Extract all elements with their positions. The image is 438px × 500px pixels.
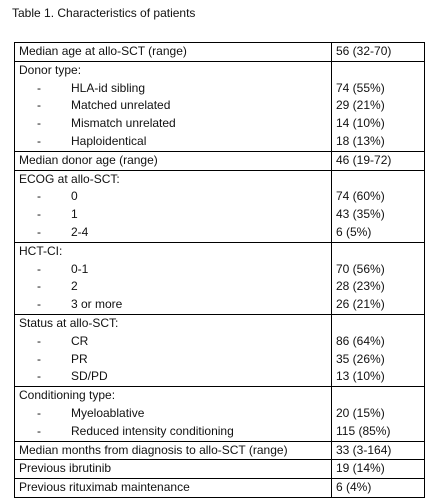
table-row: Median donor age (range) 46 (19-72) [15,152,424,170]
row-label: Conditioning type: [19,388,116,403]
table-row: - HLA-id sibling 74 (55%) [15,80,424,98]
row-value: 20 (15%) [336,405,385,420]
row-label: PR [71,351,88,366]
row-value: 86 (64%) [336,333,385,348]
row-label: Matched unrelated [71,98,171,113]
table-row: - SD/PD 13 (10%) [15,368,424,386]
row-label: Donor type: [19,62,82,77]
table-group: HCT-CI: - 0-1 70 (56%) - 2 28 (23%) - 3 or more 2… [14,242,425,315]
row-value: 19 (14%) [336,461,385,476]
row-label: Mismatch unrelated [71,116,176,131]
table-group: Status at allo-SCT: - CR 86 (64%) - PR 35 (26%… [14,314,425,388]
row-value: 70 (56%) [336,261,385,276]
bullet: - [37,133,41,148]
row-label: HCT-CI: [19,243,63,258]
table-row: - 3 or more 26 (21%) [15,296,424,314]
row-label: CR [71,333,89,348]
table-group: ECOG at allo-SCT: - 0 74 (60%) - 1 43 (35%) - 2-… [14,170,425,243]
row-label: 0 [71,189,78,204]
row-value: 14 (10%) [336,116,385,131]
row-label: Median months from diagnosis to allo-SCT… [19,442,288,457]
bullet: - [37,189,41,204]
table-group: Median months from diagnosis to allo-SCT… [14,441,425,461]
table-row: ECOG at allo-SCT: [15,171,424,189]
row-label: Median age at allo-SCT (range) [19,44,187,58]
table-group: Donor type: - HLA-id sibling 74 (55%) - Match… [14,61,425,152]
bullet: - [37,369,41,384]
bullet: - [37,224,41,239]
table-row: - Reduced intensity conditioning 115 (85%) [15,423,424,441]
table-row: Conditioning type: [15,387,424,405]
table-row: - PR 35 (26%) [15,351,424,369]
row-label: Myeloablative [71,405,145,420]
table-row: Median age at allo-SCT (range) 56 (32-70) [15,43,424,61]
table: Median age at allo-SCT (range) 56 (32-70)… [14,42,425,498]
table-group: Conditioning type: - Myeloablative 20 (15%)… [14,387,425,442]
bullet: - [37,80,41,95]
row-label: Haploidentical [71,133,147,148]
row-label: 3 or more [71,297,123,312]
bullet: - [37,405,41,420]
bullet: - [37,423,41,438]
bullet: - [37,207,41,222]
row-value: 33 (3-164) [336,442,392,457]
table-row: Donor type: [15,62,424,80]
bullet: - [37,116,41,131]
table-row: - 1 43 (35%) [15,206,424,224]
table-row: - 2 28 (23%) [15,278,424,296]
row-value: 35 (26%) [336,351,385,366]
row-label: Median donor age (range) [19,152,158,167]
table-group: Previous ibrutinib 19 (14%) [14,460,425,480]
row-value: 13 (10%) [336,369,385,384]
row-label: 2-4 [71,224,89,239]
row-value: 6 (4%) [336,480,372,495]
row-value: 29 (21%) [336,98,385,113]
bullet: - [37,261,41,276]
row-value: 74 (60%) [336,189,385,204]
table-row: Previous ibrutinib 19 (14%) [15,460,424,478]
row-value: 26 (21%) [336,297,385,312]
row-value: 28 (23%) [336,279,385,294]
row-value: 74 (55%) [336,80,385,95]
table-row: HCT-CI: [15,243,424,261]
table-row: - 0-1 70 (56%) [15,261,424,279]
table-row: Median months from diagnosis to allo-SCT… [15,442,424,460]
row-label: 0-1 [71,261,89,276]
row-label: Previous ibrutinib [19,461,112,476]
table-row: - CR 86 (64%) [15,333,424,351]
table-row: Status at allo-SCT: [15,315,424,333]
table-group: Median donor age (range) 46 (19-72) [14,151,425,171]
row-label: Previous rituximab maintenance [19,480,190,495]
row-value: 43 (35%) [336,207,385,222]
row-value: 56 (32-70) [336,44,392,58]
row-value: 46 (19-72) [336,152,392,167]
bullet: - [37,351,41,366]
bullet: - [37,98,41,113]
row-label: ECOG at allo-SCT: [19,171,120,186]
row-label: Status at allo-SCT: [19,315,119,330]
bullet: - [37,279,41,294]
row-label: 2 [71,279,78,294]
row-label: 1 [71,207,78,222]
row-label: SD/PD [71,369,108,384]
row-value: 6 (5%) [336,224,372,239]
table-row: Previous rituximab maintenance 6 (4%) [15,479,424,497]
bullet: - [37,333,41,348]
row-label: Reduced intensity conditioning [71,423,234,438]
bullet: - [37,297,41,312]
table-group: Previous rituximab maintenance 6 (4%) [14,479,425,498]
row-value: 18 (13%) [336,133,385,148]
table-row: - Matched unrelated 29 (21%) [15,97,424,115]
row-label: HLA-id sibling [71,80,146,95]
table-row: - Haploidentical 18 (13%) [15,133,424,151]
table-group: Median age at allo-SCT (range) 56 (32-70) [14,42,425,62]
table-row: - Mismatch unrelated 14 (10%) [15,115,424,133]
table-row: - Myeloablative 20 (15%) [15,405,424,423]
table-row: - 0 74 (60%) [15,188,424,206]
table-title: Table 1. Characteristics of patients [12,6,196,20]
row-value: 115 (85%) [336,423,391,438]
table-row: - 2-4 6 (5%) [15,224,424,242]
